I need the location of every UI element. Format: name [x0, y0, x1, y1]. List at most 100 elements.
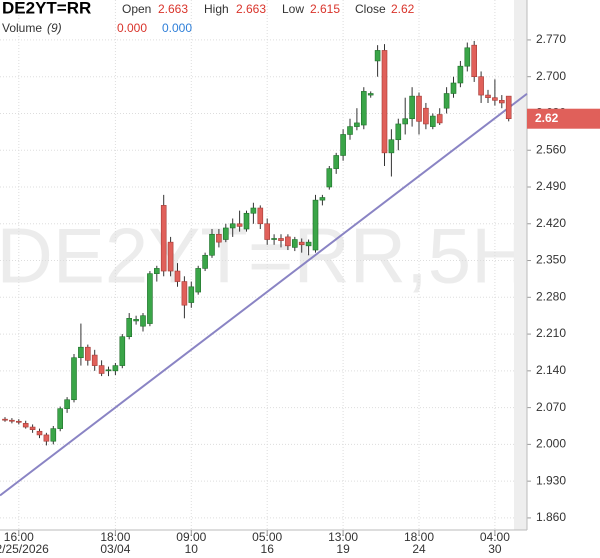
- candle-body: [216, 233, 222, 243]
- candle-body: [395, 123, 402, 141]
- candle-body: [243, 212, 250, 230]
- candle-body: [464, 47, 471, 67]
- price-label: 2.62: [535, 111, 559, 125]
- close-label: Close: [355, 2, 386, 16]
- candle-body: [71, 357, 77, 401]
- candle-body: [133, 319, 139, 322]
- x-tick-date: 24: [412, 542, 426, 556]
- candle-body: [29, 426, 36, 430]
- candle-body: [202, 254, 208, 269]
- candle-body: [209, 233, 215, 256]
- low-value: 2.615: [310, 2, 340, 16]
- x-tick-label: 18:00: [404, 530, 434, 544]
- candle-body: [478, 76, 484, 96]
- candle-body: [43, 434, 50, 442]
- x-tick-date: 03/04: [100, 542, 130, 556]
- trendline: [0, 92, 528, 497]
- candle-body: [64, 399, 70, 409]
- x-tick-label: 13:00: [328, 530, 358, 544]
- x-tick-date: 16: [261, 542, 275, 556]
- candle-body: [381, 50, 388, 154]
- x-tick-label: 04:00: [480, 530, 510, 544]
- price-box: [527, 108, 600, 129]
- low-label: Low: [282, 2, 304, 16]
- y-tick-label: 2.560: [536, 142, 566, 156]
- candle-body: [298, 241, 305, 246]
- candle-body: [312, 199, 319, 251]
- candle-body: [188, 286, 195, 303]
- candle-body: [154, 268, 160, 274]
- candle-body: [57, 408, 64, 429]
- candle-body: [291, 239, 298, 248]
- candle-body: [174, 270, 181, 282]
- candle-body: [347, 126, 353, 135]
- candle-body: [367, 93, 374, 96]
- open-label: Open: [122, 2, 151, 16]
- open-value: 2.663: [158, 2, 188, 16]
- candle-body: [195, 268, 201, 293]
- y-tick-label: 2.770: [536, 32, 566, 46]
- candle-body: [126, 318, 132, 337]
- x-tick-date: 02/25/2026: [0, 542, 49, 556]
- y-tick-label: 2.000: [536, 437, 566, 451]
- close-value: 2.62: [391, 2, 415, 16]
- candle-body: [360, 91, 367, 126]
- y-tick-label: 2.350: [536, 253, 566, 267]
- y-tick-label: 2.420: [536, 216, 566, 230]
- candle-body: [160, 205, 167, 272]
- candle-body: [50, 428, 57, 442]
- candle-body: [423, 107, 429, 125]
- candle-body: [285, 236, 291, 247]
- chart-title: DE2YT=RR: [2, 0, 91, 17]
- candle-body: [223, 227, 229, 240]
- y-tick-label: 2.140: [536, 363, 566, 377]
- x-tick-label: 16:00: [4, 530, 34, 544]
- volume-label: Volume: [2, 21, 42, 35]
- candle-body: [326, 168, 333, 188]
- candle-body: [167, 241, 174, 272]
- candle-body: [229, 223, 236, 229]
- y-tick-label: 1.860: [536, 510, 566, 524]
- x-tick-date: 19: [336, 542, 350, 556]
- candle-body: [91, 354, 98, 366]
- high-value: 2.663: [236, 2, 266, 16]
- candle-body: [15, 420, 22, 423]
- y-tick-label: 2.070: [536, 400, 566, 414]
- x-tick-label: 05:00: [252, 530, 282, 544]
- candle-body: [2, 418, 8, 421]
- x-tick-date: 10: [185, 542, 199, 556]
- candle-body: [105, 369, 112, 372]
- right-shade: [514, 0, 527, 530]
- candle-body: [429, 115, 436, 127]
- y-tick-label: 2.490: [536, 179, 566, 193]
- x-tick-date: 30: [488, 542, 502, 556]
- candle-body: [333, 155, 340, 169]
- candle-body: [457, 65, 464, 84]
- candle-body: [36, 430, 43, 436]
- high-label: High: [204, 2, 229, 16]
- candle-body: [22, 423, 29, 428]
- candle-body: [250, 207, 257, 214]
- candle-body: [98, 365, 105, 374]
- candle-body: [436, 114, 443, 124]
- candle-body: [505, 95, 512, 120]
- candle-body: [416, 95, 422, 122]
- y-tick-label: 2.280: [536, 289, 566, 303]
- candle-body: [147, 273, 153, 324]
- candle-body: [140, 315, 146, 327]
- volume-value: 0.000: [117, 21, 147, 35]
- y-tick-label: 2.210: [536, 326, 566, 340]
- candle-body: [498, 100, 505, 104]
- candle-body: [9, 419, 15, 422]
- candle-body: [485, 94, 491, 99]
- candle-body: [374, 50, 381, 62]
- candle-body: [271, 238, 277, 240]
- y-tick-label: 2.700: [536, 69, 566, 83]
- candle-body: [181, 281, 188, 306]
- candle-body: [85, 346, 91, 361]
- candle-body: [78, 346, 84, 359]
- candle-body: [450, 82, 457, 94]
- x-tick-label: 09:00: [176, 530, 206, 544]
- watermark: DE2YT=RR,5H: [0, 212, 528, 300]
- candle-body: [354, 122, 360, 127]
